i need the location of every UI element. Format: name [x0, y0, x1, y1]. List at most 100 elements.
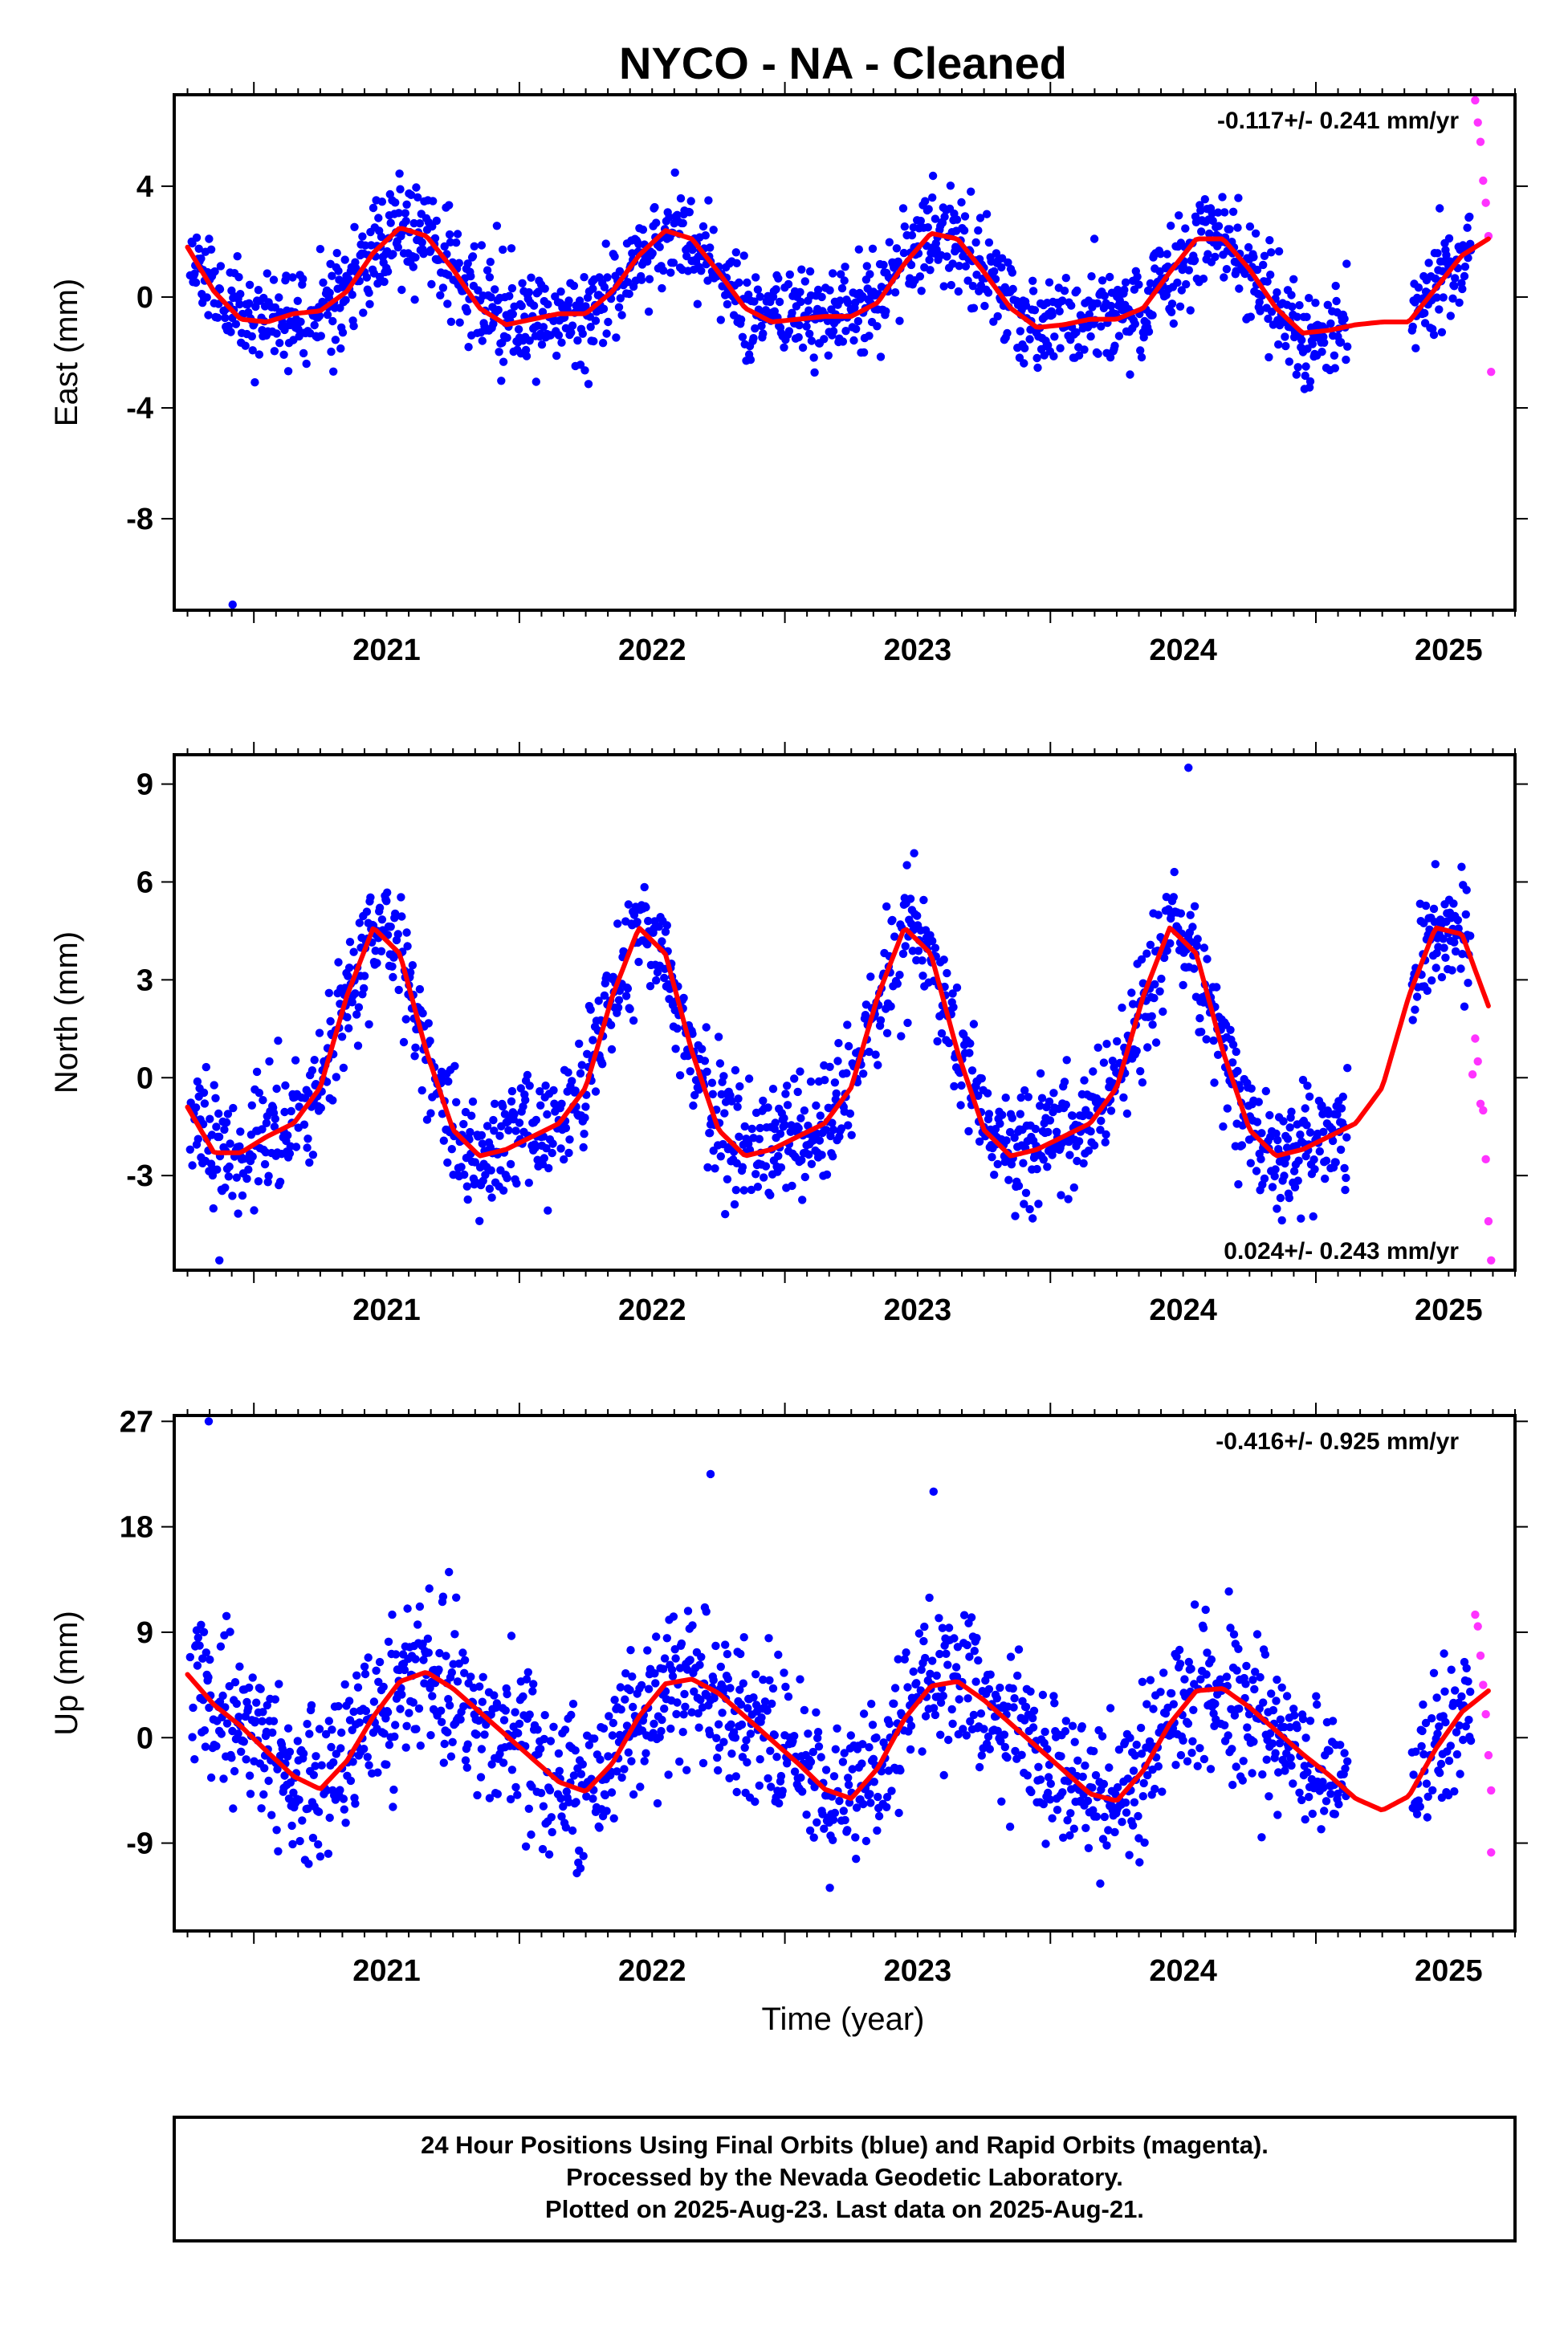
east-final-orbit-point	[1446, 312, 1456, 320]
east-final-orbit-point	[798, 343, 808, 352]
east-final-orbit-point	[1244, 242, 1253, 252]
east-final-orbit-point	[1067, 301, 1076, 310]
up-final-orbit-point	[650, 1669, 659, 1678]
north-final-orbit-point	[738, 1163, 747, 1171]
up-final-orbit-point	[1466, 1687, 1475, 1697]
up-rapid-orbit-point	[1476, 1651, 1485, 1660]
up-final-orbit-point	[872, 1733, 881, 1742]
east-final-orbit-point	[1433, 249, 1442, 258]
north-final-orbit-point	[1031, 1124, 1041, 1134]
north-final-orbit-point	[1118, 1003, 1126, 1012]
up-final-orbit-point	[490, 1691, 499, 1700]
east-final-orbit-point	[537, 340, 547, 349]
east-final-orbit-point	[1301, 362, 1310, 371]
east-final-orbit-point	[569, 281, 579, 291]
up-final-orbit-point	[781, 1682, 790, 1692]
north-final-orbit-point	[1170, 867, 1179, 877]
up-final-orbit-point	[1319, 1783, 1328, 1792]
east-final-orbit-point	[362, 273, 372, 282]
up-final-orbit-point	[439, 1758, 448, 1767]
north-final-orbit-point	[606, 1020, 616, 1029]
up-final-orbit-point	[675, 1664, 685, 1672]
up-final-orbit-point	[1140, 1838, 1149, 1847]
up-final-orbit-point	[757, 1713, 766, 1722]
north-final-orbit-point	[1294, 1156, 1303, 1165]
up-final-orbit-point	[1452, 1750, 1462, 1759]
east-final-orbit-point	[1148, 311, 1157, 320]
north-final-orbit-point	[1268, 1183, 1277, 1191]
up-final-orbit-point	[931, 1710, 940, 1720]
north-final-orbit-point	[1460, 1002, 1469, 1011]
east-final-orbit-point	[1167, 299, 1177, 308]
up-final-orbit-point	[808, 1747, 817, 1757]
north-final-orbit-point	[653, 967, 662, 977]
up-final-orbit-point	[1330, 1810, 1340, 1819]
east-final-orbit-point	[643, 257, 652, 266]
up-final-orbit-point	[825, 1884, 834, 1892]
north-final-orbit-point	[1004, 1175, 1013, 1184]
up-final-orbit-point	[507, 1631, 516, 1640]
east-final-orbit-point	[517, 301, 526, 311]
up-final-orbit-point	[727, 1750, 736, 1758]
east-final-orbit-point	[204, 311, 213, 320]
up-final-orbit-point	[1262, 1755, 1271, 1764]
east-final-orbit-point	[1234, 193, 1243, 202]
east-final-orbit-point	[495, 348, 503, 356]
north-final-orbit-point	[644, 916, 653, 926]
east-final-orbit-point	[497, 377, 506, 385]
north-final-orbit-point	[740, 1122, 749, 1131]
up-final-orbit-point	[723, 1650, 732, 1659]
up-final-orbit-point	[839, 1807, 849, 1815]
north-final-orbit-point	[821, 1126, 831, 1134]
up-final-orbit-point	[390, 1732, 399, 1741]
up-final-orbit-point	[242, 1755, 250, 1764]
up-final-orbit-point	[1261, 1650, 1270, 1659]
north-final-orbit-point	[640, 882, 649, 892]
east-final-orbit-point	[1460, 263, 1470, 271]
north-final-orbit-point	[1102, 1040, 1111, 1049]
east-final-orbit-point	[925, 255, 934, 264]
up-final-orbit-point	[1050, 1699, 1059, 1708]
east-final-orbit-point	[580, 366, 589, 375]
north-final-orbit-point	[1192, 941, 1202, 951]
north-final-orbit-point	[235, 1142, 244, 1151]
up-final-orbit-point	[596, 1755, 605, 1764]
up-final-orbit-point	[662, 1634, 671, 1643]
east-final-orbit-point	[614, 303, 624, 312]
north-final-orbit-point	[487, 1193, 496, 1202]
north-final-orbit-point	[394, 985, 403, 995]
north-final-orbit-point	[888, 915, 897, 925]
north-final-orbit-point	[212, 1122, 221, 1131]
north-y-tick-label: -3	[126, 1159, 153, 1193]
up-final-orbit-point	[939, 1692, 948, 1701]
up-final-orbit-point	[579, 1851, 588, 1860]
up-final-orbit-point	[576, 1864, 585, 1873]
east-final-orbit-point	[693, 299, 702, 308]
east-final-orbit-point	[824, 351, 833, 360]
up-final-orbit-point	[285, 1747, 295, 1757]
east-final-orbit-point	[899, 248, 909, 258]
up-final-orbit-point	[275, 1680, 283, 1688]
north-final-orbit-point	[747, 1124, 756, 1134]
north-final-orbit-point	[723, 1175, 732, 1184]
north-final-orbit-point	[1159, 1007, 1167, 1016]
north-final-orbit-point	[344, 972, 352, 980]
east-final-orbit-point	[1049, 352, 1058, 360]
east-final-orbit-point	[829, 269, 837, 278]
north-final-orbit-point	[796, 1114, 805, 1122]
east-final-orbit-point	[534, 287, 543, 296]
up-final-orbit-point	[894, 1808, 903, 1818]
north-final-orbit-point	[679, 993, 688, 1003]
north-final-orbit-point	[579, 1143, 588, 1152]
up-final-orbit-point	[256, 1684, 265, 1693]
north-final-orbit-point	[826, 1131, 835, 1141]
east-final-orbit-point	[844, 298, 853, 308]
north-final-orbit-point	[965, 1049, 974, 1057]
north-final-orbit-point	[918, 972, 927, 980]
up-final-orbit-point	[764, 1634, 773, 1643]
east-final-orbit-point	[1080, 345, 1089, 354]
up-final-orbit-point	[1073, 1756, 1082, 1765]
up-final-orbit-point	[848, 1765, 857, 1774]
north-final-orbit-point	[565, 1135, 574, 1144]
